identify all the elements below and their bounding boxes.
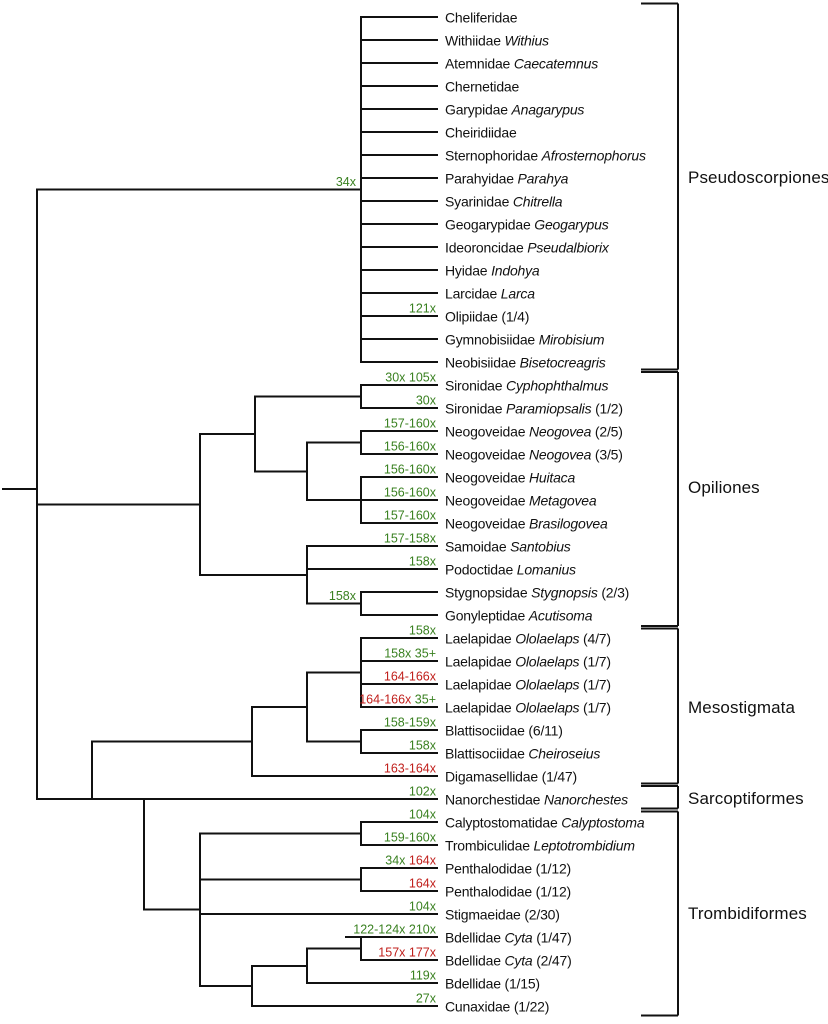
clade-label: Sarcoptiformes bbox=[688, 789, 804, 808]
branch-annotation: 157x 177x bbox=[378, 946, 436, 960]
taxon-label: Garypidae Anagarypus bbox=[445, 102, 584, 118]
taxon-label: Samoidae Santobius bbox=[445, 539, 571, 555]
branch-annotation: 34x 164x bbox=[385, 854, 436, 868]
taxon-label: Ideoroncidae Pseudalbiorix bbox=[445, 240, 610, 256]
taxon-label: Cheiridiidae bbox=[445, 125, 517, 141]
branch-annotation: 157-158x bbox=[384, 532, 437, 546]
taxon-label: Digamasellidae (1/47) bbox=[445, 769, 577, 785]
branch-annotation: 156-160x bbox=[384, 486, 437, 500]
taxon-label: Trombiculidae Leptotrombidium bbox=[445, 838, 635, 854]
taxon-label: Larcidae Larca bbox=[445, 286, 535, 302]
taxon-label: Penthalodidae (1/12) bbox=[445, 884, 571, 900]
taxon-label: Gonyleptidae Acutisoma bbox=[445, 608, 593, 624]
taxon-label: Withiidae Withius bbox=[445, 33, 549, 49]
taxon-label: Laelapidae Ololaelaps (1/7) bbox=[445, 677, 611, 693]
branch-annotation: 158x bbox=[329, 589, 357, 603]
taxon-label: Neogoveidae Brasilogovea bbox=[445, 516, 608, 532]
branch-annotation: 164-166x 35+ bbox=[359, 693, 436, 707]
branch-annotation: 104x bbox=[409, 900, 437, 914]
branch-annotation: 163-164x bbox=[384, 762, 437, 776]
taxon-label: Sironidae Paramiopsalis (1/2) bbox=[445, 401, 623, 417]
branch-annotation: 30x bbox=[416, 394, 437, 408]
branch-annotation: 158x bbox=[409, 624, 437, 638]
taxon-label: Cheliferidae bbox=[445, 10, 518, 26]
taxon-label: Penthalodidae (1/12) bbox=[445, 861, 571, 877]
branch-annotation: 119x bbox=[410, 969, 437, 983]
taxon-label: Neogoveidae Metagovea bbox=[445, 493, 597, 509]
taxon-label: Bdellidae Cyta (1/47) bbox=[445, 930, 572, 946]
taxon-label: Neogoveidae Huitaca bbox=[445, 470, 575, 486]
taxon-label: Neogoveidae Neogovea (3/5) bbox=[445, 447, 623, 463]
branch-annotation: 156-160x bbox=[384, 440, 437, 454]
taxon-label: Stygnopsidae Stygnopsis (2/3) bbox=[445, 585, 629, 601]
taxon-label: Chernetidae bbox=[445, 79, 519, 95]
taxon-label: Calyptostomatidae Calyptostoma bbox=[445, 815, 645, 831]
taxon-label: Podoctidae Lomanius bbox=[445, 562, 576, 578]
branch-annotation: 158x bbox=[409, 555, 437, 569]
clade-label: Pseudoscorpiones bbox=[688, 168, 828, 187]
taxon-label: Laelapidae Ololaelaps (1/7) bbox=[445, 700, 611, 716]
branch-annotation: 158-159x bbox=[384, 716, 437, 730]
taxon-label: Neobisiidae Bisetocreagris bbox=[445, 355, 606, 371]
clade-label: Opiliones bbox=[688, 478, 760, 497]
branch-annotation: 156-160x bbox=[384, 463, 437, 477]
branch-annotation: 102x bbox=[409, 785, 437, 799]
branch-annotation: 159-160x bbox=[384, 831, 437, 845]
taxon-label: Atemnidae Caecatemnus bbox=[445, 56, 598, 72]
taxon-label: Bdellidae Cyta (2/47) bbox=[445, 953, 572, 969]
branch-annotation: 121x bbox=[409, 302, 437, 316]
branch-annotation: 30x 105x bbox=[385, 371, 436, 385]
taxon-label: Geogarypidae Geogarypus bbox=[445, 217, 609, 233]
taxon-label: Bdellidae (1/15) bbox=[445, 976, 540, 992]
clade-label: Mesostigmata bbox=[688, 698, 795, 717]
taxon-label: Blattisociidae (6/11) bbox=[445, 723, 563, 739]
taxon-label: Gymnobisiidae Mirobisium bbox=[445, 332, 605, 348]
branch-annotation: 122-124x 210x bbox=[353, 923, 436, 937]
taxon-label: Laelapidae Ololaelaps (1/7) bbox=[445, 654, 611, 670]
taxon-label: Nanorchestidae Nanorchestes bbox=[445, 792, 628, 808]
taxon-label: Sironidae Cyphophthalmus bbox=[445, 378, 609, 394]
taxon-label: Stigmaeidae (2/30) bbox=[445, 907, 560, 923]
taxon-label: Laelapidae Ololaelaps (4/7) bbox=[445, 631, 611, 647]
taxon-label: Cunaxidae (1/22) bbox=[445, 999, 549, 1015]
taxon-label: Olipiidae (1/4) bbox=[445, 309, 529, 325]
branch-annotation: 27x bbox=[416, 992, 437, 1006]
branch-annotation: 157-160x bbox=[384, 417, 437, 431]
branch-annotation: 34x bbox=[336, 175, 357, 189]
branch-annotation: 164-166x bbox=[384, 670, 437, 684]
taxon-label: Hyidae Indohya bbox=[445, 263, 540, 279]
taxon-label: Sternophoridae Afrosternophorus bbox=[445, 148, 646, 164]
taxon-label: Parahyidae Parahya bbox=[445, 171, 569, 187]
branch-annotation: 104x bbox=[409, 808, 437, 822]
branch-annotation: 164x bbox=[409, 877, 437, 891]
branch-annotation: 158x 35+ bbox=[384, 647, 436, 661]
clade-label: Trombidiformes bbox=[688, 904, 807, 923]
branch-annotation: 157-160x bbox=[384, 509, 437, 523]
taxon-label: Blattisociidae Cheiroseius bbox=[445, 746, 600, 762]
taxon-label: Neogoveidae Neogovea (2/5) bbox=[445, 424, 623, 440]
branch-annotation: 158x bbox=[409, 739, 437, 753]
taxon-label: Syarinidae Chitrella bbox=[445, 194, 563, 210]
